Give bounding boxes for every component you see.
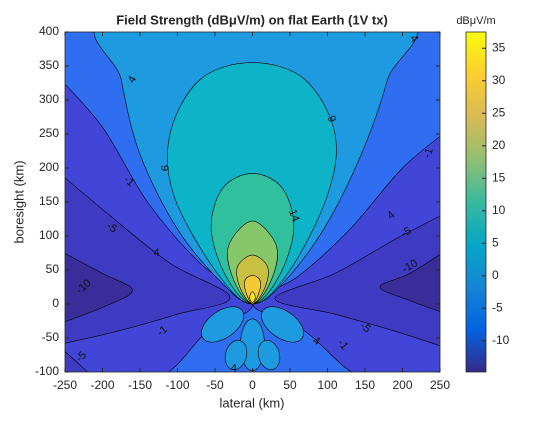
colorbar-tick-label: 15 — [492, 170, 506, 184]
x-tick-label: -150 — [128, 378, 152, 392]
x-tick-label: -100 — [165, 378, 189, 392]
colorbar-title: dBμV/m — [456, 15, 495, 27]
x-tick-label: 100 — [317, 378, 337, 392]
contour-label: 4 — [126, 74, 139, 85]
x-tick-label: 250 — [430, 378, 450, 392]
y-tick-label: 400 — [39, 24, 59, 38]
contour-region — [249, 291, 256, 303]
x-tick-label: 0 — [249, 378, 256, 392]
chart-title: Field Strength (dBμV/m) on flat Earth (1… — [116, 12, 388, 27]
contour-label: 4 — [311, 335, 322, 348]
y-tick-label: 50 — [46, 262, 60, 276]
y-tick-label: 150 — [39, 194, 59, 208]
x-tick-label: -250 — [53, 378, 77, 392]
colorbar-tick-label: 25 — [492, 105, 506, 119]
x-axis-label: lateral (km) — [219, 395, 284, 410]
contour-region — [379, 254, 440, 312]
colorbar-tick-label: 10 — [492, 203, 506, 217]
colorbar-tick-label: -10 — [492, 333, 510, 347]
contour-region — [274, 215, 440, 347]
contour-region — [65, 253, 133, 323]
y-tick-label: 300 — [39, 92, 59, 106]
contour-region — [257, 339, 281, 371]
y-tick-label: 250 — [39, 126, 59, 140]
y-tick-label: 200 — [39, 160, 59, 174]
contour-label: 4 — [153, 247, 159, 259]
x-tick-label: 150 — [355, 378, 375, 392]
contour-label: 14 — [286, 208, 301, 224]
x-tick-label: -200 — [90, 378, 114, 392]
colorbar-tick-label: 30 — [492, 73, 506, 87]
contour-label: 4 — [407, 33, 420, 45]
contour-label: 9 — [158, 165, 170, 171]
y-tick-label: 0 — [52, 296, 59, 310]
colorbar-tick-label: -5 — [492, 300, 503, 314]
colorbar-tick-label: 0 — [492, 268, 499, 282]
y-tick-label: -100 — [35, 364, 59, 378]
contour-region — [201, 306, 244, 343]
y-axis-label: boresight (km) — [11, 160, 26, 243]
colorbar — [465, 31, 487, 373]
contour-label: 9 — [325, 114, 338, 124]
colorbar-tick-label: 5 — [492, 235, 499, 249]
y-tick-label: 100 — [39, 228, 59, 242]
contour-region — [224, 339, 248, 371]
colorbar-tick-label: 35 — [492, 40, 506, 54]
contour-label: 4 — [231, 363, 237, 375]
colorbar-tick-label: 20 — [492, 138, 506, 152]
y-tick-label: 350 — [39, 58, 59, 72]
y-tick-label: -50 — [42, 330, 60, 344]
contour-region — [65, 351, 89, 372]
x-tick-label: 50 — [283, 378, 297, 392]
contour-region — [244, 275, 261, 305]
x-tick-label: 200 — [392, 378, 412, 392]
contour-label: -1 — [421, 146, 436, 159]
x-tick-label: -50 — [206, 378, 224, 392]
contour-region — [261, 306, 304, 343]
